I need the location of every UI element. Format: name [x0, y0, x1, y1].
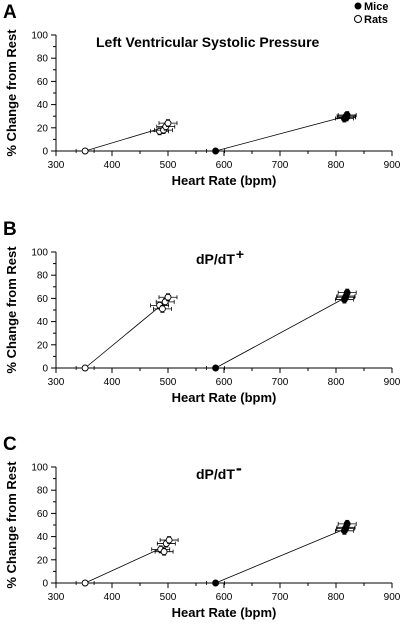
- y-tick-label: 0: [42, 579, 48, 590]
- x-tick-label: 500: [160, 377, 177, 388]
- data-point-rats: [81, 579, 89, 587]
- series-line: [215, 296, 347, 369]
- x-tick-label: 400: [104, 377, 121, 388]
- data-point-mice: [343, 113, 351, 121]
- legend-mice-label: Mice: [364, 1, 388, 13]
- x-tick-label: 400: [104, 592, 121, 603]
- data-point-rats: [81, 147, 89, 155]
- x-tick-label: 600: [216, 592, 233, 603]
- series-rats: [75, 119, 178, 155]
- y-tick-label: 100: [31, 463, 48, 474]
- x-tick-label: 900: [384, 160, 401, 171]
- data-point-mice: [212, 147, 220, 155]
- series-line: [215, 115, 347, 152]
- chart-title: dP/dT: [196, 466, 235, 482]
- data-point-rats: [164, 293, 172, 301]
- x-tick-label: 400: [104, 160, 121, 171]
- panel-letter: C: [3, 434, 17, 455]
- y-tick-label: 60: [37, 77, 49, 88]
- y-tick-label: 60: [37, 509, 49, 520]
- y-tick-label: 0: [42, 364, 48, 375]
- panel-c: CdP/dT - 0 20 40 60 80 100 300 400 500 600 700 800 900…: [3, 434, 401, 620]
- y-tick-label: 80: [37, 54, 49, 65]
- x-tick-label: 800: [328, 592, 345, 603]
- data-point-rats: [164, 119, 172, 127]
- x-tick-label: 500: [160, 160, 177, 171]
- x-tick-label: 300: [48, 592, 65, 603]
- y-tick-label: 20: [37, 555, 49, 566]
- y-axis-label: % Change from Rest: [4, 246, 19, 374]
- panel-letter: B: [3, 219, 17, 240]
- series-mice: [206, 288, 357, 372]
- series-rats: [75, 536, 179, 587]
- y-tick-label: 100: [31, 248, 48, 259]
- x-tick-label: 800: [328, 377, 345, 388]
- data-point-mice: [212, 364, 220, 372]
- series-line: [84, 545, 167, 584]
- x-tick-label: 500: [160, 592, 177, 603]
- legend: Mice Rats: [354, 1, 388, 26]
- y-tick-label: 40: [37, 317, 49, 328]
- data-point-mice: [342, 293, 349, 301]
- y-tick-label: 80: [37, 486, 49, 497]
- x-tick-label: 900: [384, 592, 401, 603]
- x-axis-label: Heart Rate (bpm): [172, 173, 277, 188]
- chart-title-sup: +: [236, 246, 244, 262]
- y-tick-label: 60: [37, 294, 49, 305]
- x-axis-label: Heart Rate (bpm): [172, 605, 277, 620]
- series-line: [215, 528, 347, 584]
- x-tick-label: 700: [272, 160, 289, 171]
- y-axis-label: % Change from Rest: [4, 29, 19, 157]
- x-tick-label: 600: [216, 160, 233, 171]
- chart-title-sup: -: [236, 458, 242, 478]
- series-line: [84, 301, 166, 369]
- series-line: [85, 126, 167, 152]
- data-point-rats: [165, 536, 173, 544]
- x-tick-label: 800: [328, 160, 345, 171]
- series-rats: [75, 293, 178, 372]
- data-point-rats: [160, 548, 168, 556]
- chart-title: dP/dT: [196, 251, 235, 267]
- data-point-rats: [158, 305, 166, 313]
- x-tick-label: 600: [216, 377, 233, 388]
- y-tick-label: 40: [37, 532, 49, 543]
- y-tick-label: 0: [42, 147, 48, 158]
- y-tick-label: 20: [37, 123, 49, 134]
- legend-rats-label: Rats: [364, 14, 388, 26]
- y-tick-label: 40: [37, 100, 49, 111]
- x-tick-label: 300: [48, 377, 65, 388]
- x-tick-label: 900: [384, 377, 401, 388]
- data-point-rats: [81, 364, 89, 372]
- legend-rats-marker: [354, 15, 362, 23]
- chart-title: Left Ventricular Systolic Pressure: [96, 34, 320, 50]
- series-mice: [206, 111, 357, 155]
- legend-mice-marker: [354, 2, 362, 10]
- y-tick-label: 20: [37, 340, 49, 351]
- x-axis-label: Heart Rate (bpm): [172, 390, 277, 405]
- data-point-mice: [212, 579, 220, 587]
- y-tick-label: 80: [37, 271, 49, 282]
- panel-letter: A: [3, 2, 17, 23]
- panel-a: A Left Ventricular Systolic Pressure 0 20 40…: [3, 2, 401, 188]
- data-point-mice: [342, 525, 349, 532]
- x-tick-label: 700: [272, 377, 289, 388]
- series-mice: [206, 519, 357, 587]
- y-axis-label: % Change from Rest: [4, 461, 19, 589]
- y-tick-label: 100: [31, 31, 48, 42]
- panel-b: BdP/dT +0 20 40 60 80 100 300 400 500 600 700 800 900…: [3, 219, 401, 405]
- x-tick-label: 700: [272, 592, 289, 603]
- x-tick-label: 300: [48, 160, 65, 171]
